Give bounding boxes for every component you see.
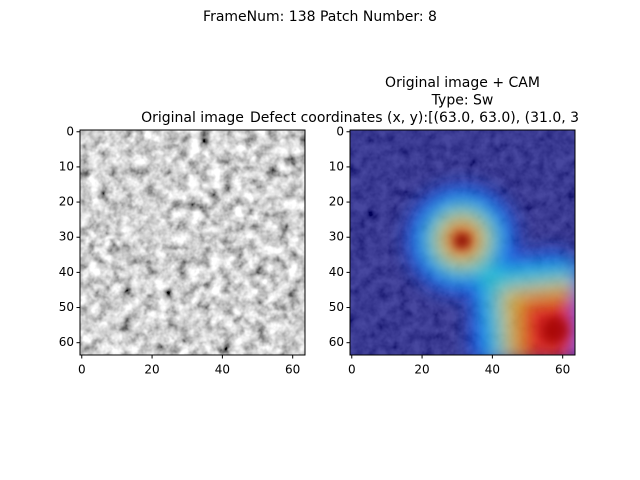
y-tick-label: 10: [329, 159, 344, 173]
y-tick-label: 20: [329, 195, 344, 209]
axes-title: Original image + CAM: [385, 75, 540, 91]
y-tick-label: 30: [59, 230, 74, 244]
x-tick-label: 20: [144, 363, 159, 377]
y-tick-label: 0: [336, 124, 344, 138]
y-tick-label: 0: [66, 124, 74, 138]
y-tick-label: 50: [329, 300, 344, 314]
x-tick-label: 0: [78, 363, 86, 377]
y-tick-label: 30: [329, 230, 344, 244]
x-tick-label: 0: [348, 363, 356, 377]
y-tick-label: 10: [59, 159, 74, 173]
figure-title: FrameNum: 138 Patch Number: 8: [203, 9, 437, 25]
y-tick-label: 20: [59, 195, 74, 209]
axes-title: Type: Sw: [431, 93, 494, 109]
axes-title: Original image: [141, 110, 244, 126]
axes-title: Defect coordinates (x, y):[(63.0, 63.0),…: [250, 110, 579, 126]
image: [80, 130, 305, 355]
axes-frame: [349, 129, 576, 356]
y-tick-label: 60: [59, 335, 74, 349]
y-tick-label: 40: [59, 265, 74, 279]
x-tick-label: 40: [485, 363, 500, 377]
x-tick-label: 60: [555, 363, 570, 377]
axes-frame: [79, 129, 306, 356]
cam-image: [350, 130, 575, 355]
y-tick-label: 40: [329, 265, 344, 279]
x-tick-label: 20: [414, 363, 429, 377]
y-tick-label: 60: [329, 335, 344, 349]
x-tick-label: 40: [215, 363, 230, 377]
y-tick-label: 50: [59, 300, 74, 314]
x-tick-label: 60: [285, 363, 300, 377]
